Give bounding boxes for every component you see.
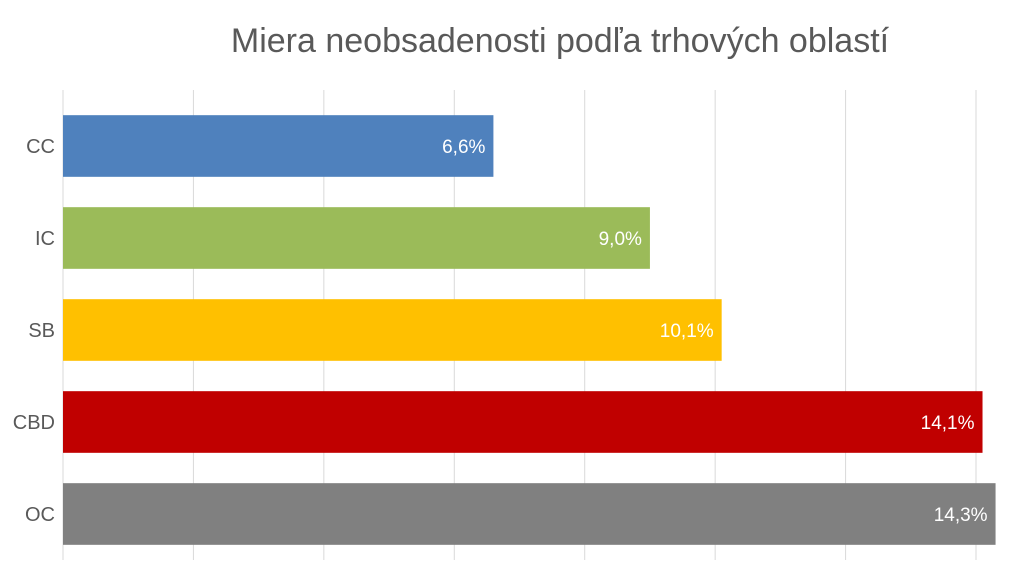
- category-label-oc: OC: [25, 504, 55, 526]
- data-label-cbd: 14,1%: [921, 413, 975, 434]
- bars: 6,6% 9,0% 10,1% 14,1% 14,3%: [63, 115, 996, 545]
- chart-title: Miera neobsadenosti podľa trhových oblas…: [230, 22, 890, 60]
- bar-oc: [63, 483, 996, 545]
- category-label-sb: SB: [28, 320, 55, 342]
- category-label-cc: CC: [26, 136, 55, 158]
- category-label-ic: IC: [35, 228, 55, 250]
- category-label-cbd: CBD: [13, 412, 55, 434]
- data-label-oc: 14,3%: [934, 505, 988, 526]
- bar-cc: [63, 115, 494, 177]
- data-label-sb: 10,1%: [660, 321, 714, 342]
- category-labels: CC IC SB CBD OC: [13, 136, 55, 526]
- data-label-cc: 6,6%: [442, 137, 485, 158]
- bar-sb: [63, 299, 722, 361]
- bar-cbd: [63, 391, 983, 453]
- data-label-ic: 9,0%: [599, 229, 642, 250]
- bar-ic: [63, 207, 650, 269]
